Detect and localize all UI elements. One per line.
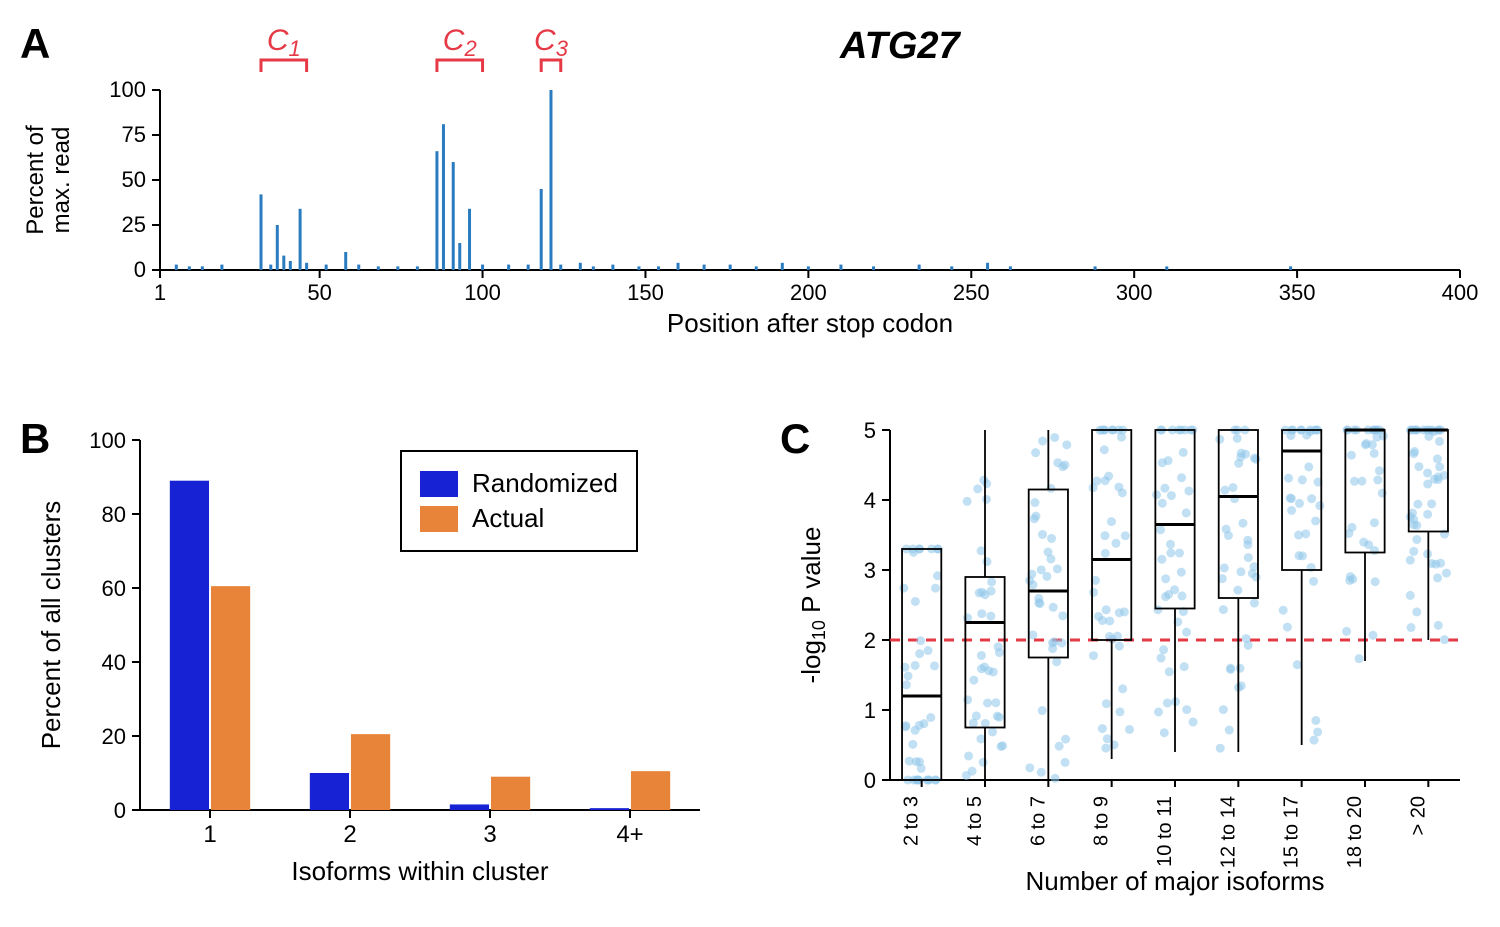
svg-text:Percent ofmax. read: Percent ofmax. read xyxy=(22,125,75,235)
svg-text:0: 0 xyxy=(864,768,876,793)
svg-text:0: 0 xyxy=(114,798,126,823)
svg-text:250: 250 xyxy=(953,280,990,305)
svg-text:1: 1 xyxy=(154,280,166,305)
svg-text:8 to 9: 8 to 9 xyxy=(1091,796,1113,846)
svg-text:4+: 4+ xyxy=(616,821,643,848)
svg-text:200: 200 xyxy=(790,280,827,305)
svg-text:300: 300 xyxy=(1116,280,1153,305)
legend-row: Actual xyxy=(420,503,618,534)
svg-text:18 to 20: 18 to 20 xyxy=(1344,796,1366,868)
svg-text:> 20: > 20 xyxy=(1407,796,1429,835)
panel-a-chart: 1501001502002503003504000255075100C1C2C3… xyxy=(20,20,1480,350)
svg-text:60: 60 xyxy=(102,576,126,601)
svg-text:4: 4 xyxy=(864,488,876,513)
svg-text:2: 2 xyxy=(343,821,356,848)
legend-swatch-actual xyxy=(420,506,458,532)
svg-text:Percent of all clusters: Percent of all clusters xyxy=(36,501,66,750)
svg-text:1: 1 xyxy=(203,821,216,848)
svg-text:C1: C1 xyxy=(267,24,301,61)
svg-text:75: 75 xyxy=(122,122,146,147)
svg-text:10 to 11: 10 to 11 xyxy=(1154,796,1176,867)
svg-text:100: 100 xyxy=(464,280,501,305)
svg-text:2: 2 xyxy=(864,628,876,653)
svg-text:25: 25 xyxy=(122,212,146,237)
panel-b-legend: Randomized Actual xyxy=(400,450,638,552)
svg-text:6 to 7: 6 to 7 xyxy=(1027,796,1049,846)
svg-text:2 to 3: 2 to 3 xyxy=(901,796,923,846)
legend-label-actual: Actual xyxy=(472,503,544,534)
svg-text:4 to 5: 4 to 5 xyxy=(964,796,986,846)
svg-text:C2: C2 xyxy=(443,24,477,61)
svg-text:350: 350 xyxy=(1279,280,1316,305)
svg-text:40: 40 xyxy=(102,650,126,675)
legend-label-randomized: Randomized xyxy=(472,468,618,499)
svg-text:100: 100 xyxy=(109,77,146,102)
svg-text:80: 80 xyxy=(102,502,126,527)
svg-text:C3: C3 xyxy=(534,24,569,61)
svg-text:400: 400 xyxy=(1442,280,1479,305)
svg-text:Position after stop codon: Position after stop codon xyxy=(667,308,953,338)
svg-text:3: 3 xyxy=(864,558,876,583)
legend-swatch-randomized xyxy=(420,471,458,497)
svg-text:Isoforms within cluster: Isoforms within cluster xyxy=(291,856,549,886)
panel-c-chart: 0 1 2 3 4 5 2 to 3 4 to 5 6 to 7 8 to 9 10 to 11 12… xyxy=(780,410,1480,910)
svg-text:1: 1 xyxy=(864,698,876,723)
svg-text:20: 20 xyxy=(102,724,126,749)
svg-text:12 to 14: 12 to 14 xyxy=(1217,796,1239,868)
svg-text:-log10 P value: -log10 P value xyxy=(796,527,829,684)
svg-text:50: 50 xyxy=(122,167,146,192)
svg-text:5: 5 xyxy=(864,418,876,443)
svg-text:150: 150 xyxy=(627,280,664,305)
svg-text:Number of major isoforms: Number of major isoforms xyxy=(1025,866,1324,896)
svg-text:0: 0 xyxy=(134,257,146,282)
svg-text:100: 100 xyxy=(89,428,126,453)
svg-text:3: 3 xyxy=(483,821,496,848)
svg-text:15 to 17: 15 to 17 xyxy=(1281,796,1303,868)
legend-row: Randomized xyxy=(420,468,618,499)
svg-text:50: 50 xyxy=(307,280,331,305)
figure-root: A ATG27 15010015020025030035040002550751… xyxy=(20,20,1480,907)
